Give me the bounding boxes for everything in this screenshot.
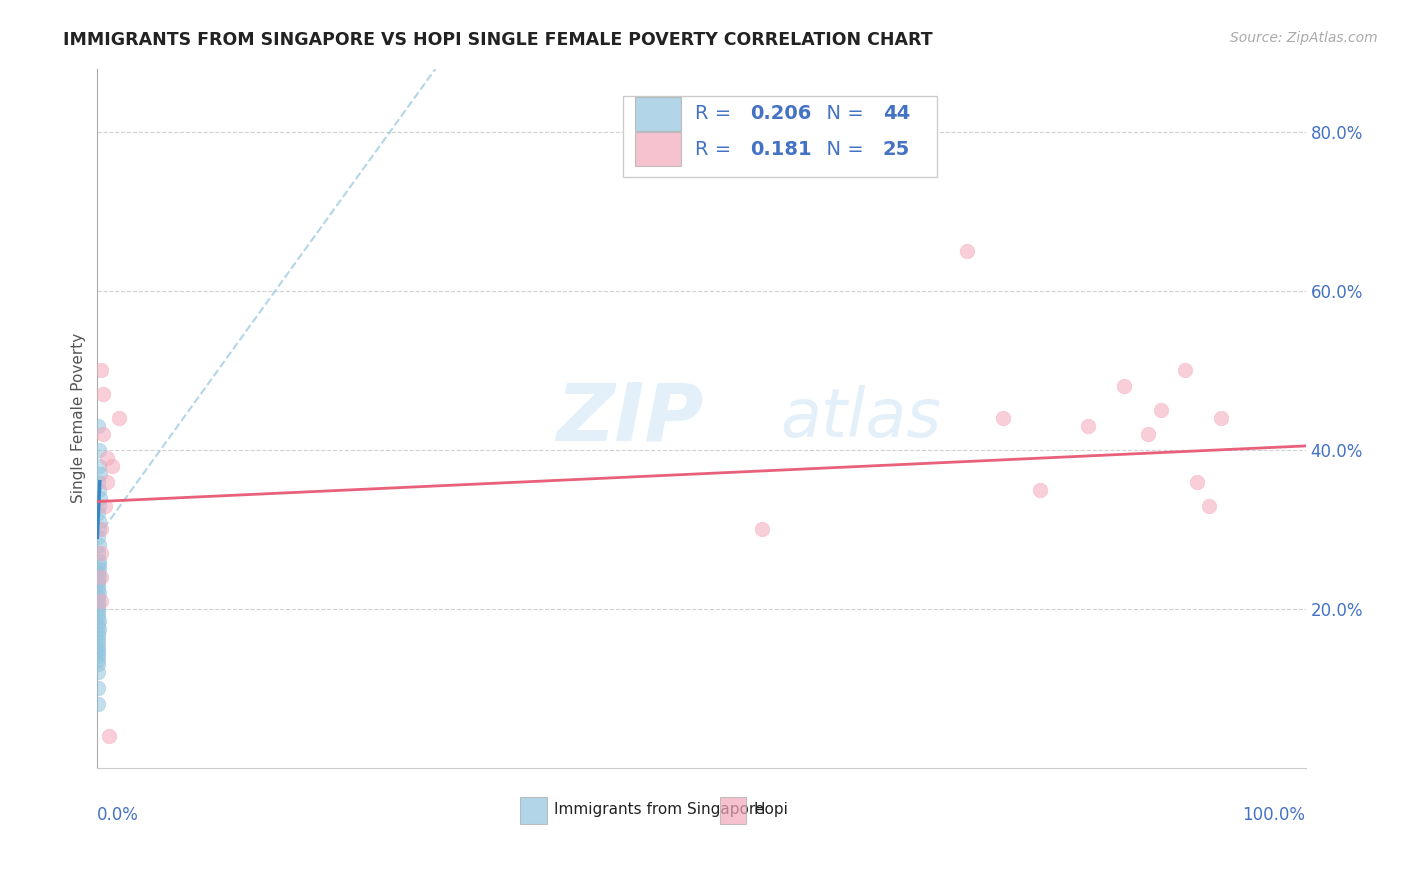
Point: [87, 633, 110, 648]
Text: ZIP: ZIP: [557, 379, 704, 457]
Point: [87, 582, 110, 596]
Point: [87, 566, 110, 580]
Point: [87, 598, 110, 612]
Point: [93, 387, 115, 401]
Point: [87, 538, 110, 552]
Text: Immigrants from Singapore: Immigrants from Singapore: [554, 802, 765, 817]
Point: [90, 594, 112, 608]
FancyBboxPatch shape: [623, 96, 936, 177]
Point: [90, 546, 112, 560]
Point: [87, 653, 110, 667]
Text: 0.181: 0.181: [749, 140, 811, 159]
Point: [90, 522, 112, 536]
Point: [87, 578, 110, 592]
Point: [87, 475, 110, 489]
Point: [90, 570, 112, 584]
Point: [87, 586, 110, 600]
Point: [87, 590, 110, 604]
Point: [87, 641, 110, 656]
Point: [89, 491, 111, 505]
Text: R =: R =: [696, 140, 744, 159]
Text: Hopi: Hopi: [754, 802, 789, 817]
Point: [1028, 483, 1050, 497]
Point: [93, 427, 115, 442]
Text: 0.0%: 0.0%: [97, 806, 139, 824]
Point: [89, 570, 111, 584]
Point: [1137, 427, 1160, 442]
Point: [96, 475, 118, 489]
Point: [751, 522, 773, 536]
Point: [87, 625, 110, 640]
Point: [87, 558, 110, 573]
Point: [87, 638, 110, 652]
Text: IMMIGRANTS FROM SINGAPORE VS HOPI SINGLE FEMALE POVERTY CORRELATION CHART: IMMIGRANTS FROM SINGAPORE VS HOPI SINGLE…: [63, 31, 934, 49]
Y-axis label: Single Female Poverty: Single Female Poverty: [72, 333, 86, 503]
Point: [87, 507, 110, 521]
Text: 25: 25: [883, 140, 910, 159]
Text: 100.0%: 100.0%: [1243, 806, 1306, 824]
Point: [87, 499, 110, 513]
Point: [96, 450, 118, 465]
Point: [87, 657, 110, 672]
Text: R =: R =: [696, 104, 738, 123]
Point: [108, 411, 131, 425]
Point: [87, 645, 110, 659]
Point: [87, 419, 110, 434]
Point: [87, 609, 110, 624]
Point: [98, 729, 121, 743]
FancyBboxPatch shape: [636, 132, 681, 166]
Point: [87, 562, 110, 576]
Point: [87, 617, 110, 632]
FancyBboxPatch shape: [636, 97, 681, 130]
Point: [87, 602, 110, 616]
Point: [90, 363, 112, 377]
Point: [87, 614, 110, 628]
Point: [89, 522, 111, 536]
Point: [1077, 419, 1099, 434]
Point: [89, 467, 111, 481]
Text: 0.206: 0.206: [749, 104, 811, 123]
Point: [87, 515, 110, 529]
Point: [87, 630, 110, 644]
Point: [101, 458, 124, 473]
Point: [93, 499, 115, 513]
Point: [1198, 499, 1220, 513]
Point: [87, 554, 110, 568]
FancyBboxPatch shape: [720, 797, 747, 823]
Text: atlas: atlas: [780, 385, 941, 451]
Point: [87, 606, 110, 620]
Point: [1114, 379, 1136, 393]
Text: N =: N =: [814, 104, 870, 123]
Point: [87, 546, 110, 560]
Point: [87, 442, 110, 457]
Point: [1185, 475, 1208, 489]
Point: [87, 681, 110, 696]
Point: [89, 483, 111, 497]
Text: Source: ZipAtlas.com: Source: ZipAtlas.com: [1230, 31, 1378, 45]
Point: [87, 458, 110, 473]
Point: [87, 622, 110, 636]
Text: N =: N =: [814, 140, 870, 159]
Point: [87, 665, 110, 680]
FancyBboxPatch shape: [520, 797, 547, 823]
Point: [956, 244, 979, 259]
Point: [87, 530, 110, 544]
Point: [1174, 363, 1197, 377]
Point: [87, 697, 110, 711]
Point: [87, 649, 110, 664]
Point: [87, 574, 110, 588]
Point: [1149, 403, 1171, 417]
Text: 44: 44: [883, 104, 910, 123]
Point: [993, 411, 1015, 425]
Point: [1209, 411, 1232, 425]
Point: [87, 594, 110, 608]
